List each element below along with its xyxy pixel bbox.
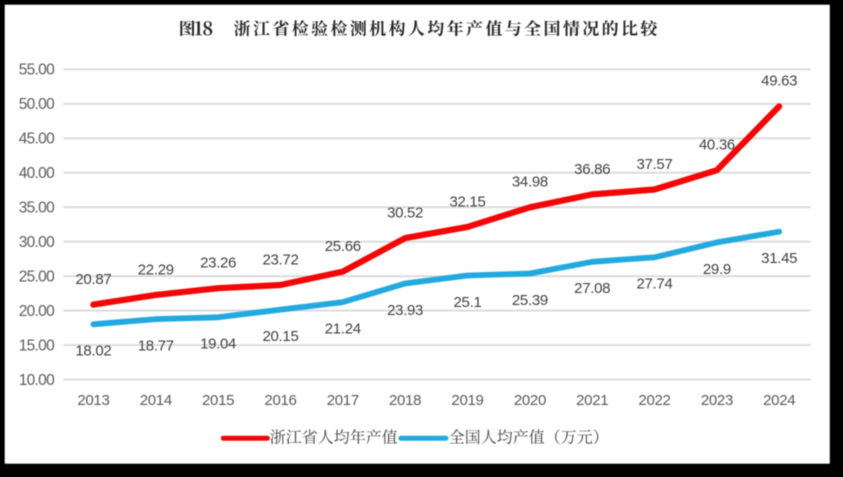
svg-text:2022: 2022	[638, 392, 670, 409]
svg-text:32.15: 32.15	[449, 193, 485, 210]
svg-text:10.00: 10.00	[19, 372, 55, 389]
svg-text:2023: 2023	[701, 392, 733, 409]
svg-text:23.72: 23.72	[262, 251, 298, 268]
svg-text:19.04: 19.04	[200, 336, 236, 353]
svg-text:25.1: 25.1	[454, 294, 482, 311]
svg-text:2019: 2019	[451, 392, 483, 409]
svg-text:2015: 2015	[202, 392, 234, 409]
svg-text:20.15: 20.15	[262, 328, 298, 345]
svg-text:23.93: 23.93	[387, 302, 423, 319]
svg-text:50.00: 50.00	[19, 96, 55, 113]
svg-text:20.87: 20.87	[75, 271, 111, 288]
svg-text:45.00: 45.00	[19, 131, 55, 148]
svg-text:2016: 2016	[264, 392, 296, 409]
svg-text:35.00: 35.00	[19, 200, 55, 217]
svg-text:2018: 2018	[389, 392, 421, 409]
svg-text:2024: 2024	[763, 392, 795, 409]
svg-text:29.9: 29.9	[703, 261, 731, 278]
svg-text:30.00: 30.00	[19, 234, 55, 251]
svg-text:49.63: 49.63	[761, 73, 797, 90]
svg-text:2017: 2017	[327, 392, 359, 409]
svg-text:18.77: 18.77	[138, 338, 174, 355]
svg-text:15.00: 15.00	[19, 337, 55, 354]
svg-text:36.86: 36.86	[574, 161, 610, 178]
svg-text:2014: 2014	[140, 392, 172, 409]
svg-text:2020: 2020	[514, 392, 546, 409]
svg-text:21.24: 21.24	[325, 321, 361, 338]
svg-text:40.00: 40.00	[19, 165, 55, 182]
svg-text:31.45: 31.45	[761, 250, 797, 267]
svg-text:55.00: 55.00	[19, 62, 55, 79]
svg-text:27.08: 27.08	[574, 280, 610, 297]
svg-text:20.00: 20.00	[19, 303, 55, 320]
svg-text:34.98: 34.98	[512, 174, 548, 191]
svg-text:23.26: 23.26	[200, 255, 236, 272]
svg-text:37.57: 37.57	[636, 156, 672, 173]
svg-text:2013: 2013	[77, 392, 109, 409]
svg-text:30.52: 30.52	[387, 205, 423, 222]
svg-text:18.02: 18.02	[75, 343, 111, 360]
svg-text:25.39: 25.39	[512, 292, 548, 309]
svg-text:40.36: 40.36	[699, 137, 735, 154]
svg-text:22.29: 22.29	[138, 261, 174, 278]
svg-text:2021: 2021	[576, 392, 608, 409]
svg-text:25.66: 25.66	[325, 238, 361, 255]
svg-text:27.74: 27.74	[636, 276, 672, 293]
svg-text:25.00: 25.00	[19, 269, 55, 286]
